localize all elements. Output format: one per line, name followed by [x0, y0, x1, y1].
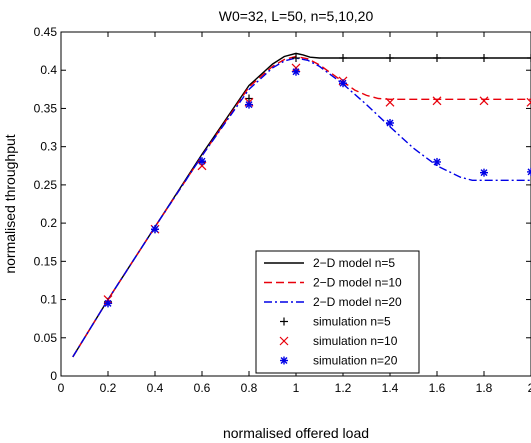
plot-area: 0 0.2 0.4 0.6 0.8 1 1.2 1.4 1.6 1.8 2 0 0.05 0.1 0.15 0…	[34, 25, 531, 395]
series-4-point	[479, 96, 489, 106]
series-5-point	[104, 299, 112, 308]
series-5-point	[339, 79, 347, 88]
x-tick-label: 0.6	[194, 381, 211, 395]
y-axis-label: normalised throughput	[2, 134, 18, 273]
legend-label: 2−D model n=20	[313, 295, 402, 309]
legend-swatch	[280, 356, 288, 365]
series-5-point	[245, 100, 253, 109]
legend-item: 2−D model n=5	[264, 256, 395, 270]
legend-label: 2−D model n=5	[313, 256, 395, 270]
legend-label: 2−D model n=10	[313, 276, 402, 290]
x-tick-label: 0.2	[100, 381, 117, 395]
legend-item: 2−D model n=10	[264, 276, 402, 290]
series-5-point	[480, 168, 488, 177]
series-5-point	[198, 157, 206, 166]
chart-title: W0=32, L=50, n=5,10,20	[219, 8, 374, 24]
legend-item: simulation n=10	[279, 334, 398, 348]
y-tick-label: 0.25	[34, 178, 58, 192]
legend-swatch	[280, 317, 288, 326]
x-tick-label: 0.4	[147, 381, 164, 395]
series-line-1	[72, 55, 531, 358]
legend-box	[255, 250, 420, 374]
legend-item: 2−D model n=20	[264, 295, 402, 309]
series-3-point	[480, 53, 488, 62]
x-tick-label: 1.6	[429, 381, 446, 395]
y-tick-label: 0.45	[34, 25, 58, 39]
series-3-point	[292, 53, 300, 62]
series-4-point	[385, 97, 395, 107]
series-5-point	[151, 225, 159, 234]
legend-label: simulation n=10	[313, 334, 398, 348]
x-tick-label: 0.8	[241, 381, 258, 395]
y-tick-label: 0.1	[40, 293, 57, 307]
legend-item: simulation n=20	[280, 354, 398, 368]
x-axis-label: normalised offered load	[223, 425, 369, 441]
y-tick-label: 0.15	[34, 254, 58, 268]
series-4-point	[432, 96, 442, 106]
y-tick-label: 0.05	[34, 331, 58, 345]
legend-swatch	[279, 336, 289, 346]
series-5-point	[527, 167, 531, 176]
series-3-point	[339, 53, 347, 62]
x-tick-label: 1.8	[476, 381, 493, 395]
series-line-2	[72, 57, 531, 358]
series-4-point	[526, 97, 531, 107]
series-3-point	[433, 53, 441, 62]
legend-label: simulation n=5	[313, 315, 391, 329]
series-5-point	[433, 157, 441, 166]
y-tick-label: 0.2	[40, 216, 57, 230]
legend: 2−D model n=5 2−D model n=10 2−D model n=2…	[255, 250, 420, 374]
series-5-point	[292, 67, 300, 76]
y-tick-label: 0.4	[40, 63, 57, 77]
y-tick-label: 0.3	[40, 140, 57, 154]
legend-item: simulation n=5	[280, 315, 391, 329]
series-5-point	[386, 118, 394, 127]
series-3-point	[527, 53, 531, 62]
y-tick-label: 0.35	[34, 101, 58, 115]
legend-label: simulation n=20	[313, 354, 398, 368]
x-tick-label: 1.4	[382, 381, 399, 395]
x-tick-label: 1.2	[335, 381, 352, 395]
x-tick-label: 1	[293, 381, 300, 395]
x-tick-label: 2	[528, 381, 531, 395]
series-3-point	[386, 53, 394, 62]
x-tick-label: 0	[58, 381, 65, 395]
y-tick-label: 0	[50, 369, 57, 383]
